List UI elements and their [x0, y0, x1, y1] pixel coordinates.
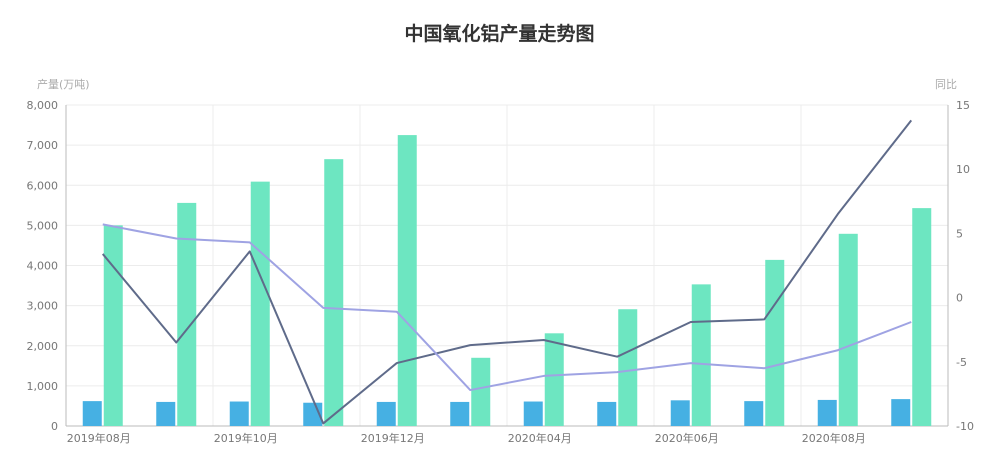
bar	[670, 400, 690, 426]
y-tick-label-left: 8,000	[27, 99, 59, 112]
y-tick-label-left: 7,000	[27, 139, 59, 152]
bar	[82, 401, 102, 426]
bar	[817, 399, 837, 426]
bar	[324, 159, 344, 426]
bar	[618, 309, 638, 426]
bar	[177, 202, 197, 426]
y-axis-left-name: 产量(万吨)	[37, 77, 90, 91]
y-tick-label-left: 2,000	[27, 340, 59, 353]
y-axis-right-name: 同比	[935, 78, 957, 91]
bar	[891, 399, 911, 426]
x-tick-label: 2019年10月	[214, 431, 278, 445]
bar	[450, 401, 470, 426]
bar	[691, 284, 711, 426]
bar	[744, 401, 764, 426]
y-tick-label-right: 10	[956, 163, 970, 176]
series-line	[101, 119, 913, 425]
series-line	[102, 223, 912, 392]
y-tick-label-right: 5	[956, 227, 963, 240]
bar	[103, 225, 123, 426]
y-tick-label-left: 5,000	[27, 219, 59, 232]
bar	[765, 259, 785, 426]
x-tick-label: 2020年06月	[655, 431, 719, 445]
x-tick-label: 2019年08月	[67, 431, 131, 445]
y-tick-label-right: -10	[956, 420, 974, 433]
bar	[229, 401, 249, 426]
bar	[597, 401, 617, 426]
y-tick-label-right: 15	[956, 99, 970, 112]
y-tick-label-left: 3,000	[27, 300, 59, 313]
y-tick-label-left: 4,000	[27, 260, 59, 273]
y-tick-label-left: 6,000	[27, 179, 59, 192]
chart-title: 中国氧化铝产量走势图	[404, 23, 595, 45]
bar	[397, 135, 417, 426]
bar	[544, 333, 564, 426]
y-tick-label-left: 1,000	[27, 380, 59, 393]
x-tick-label: 2020年08月	[802, 431, 866, 445]
bar	[471, 357, 491, 426]
bar	[912, 208, 932, 426]
y-tick-label-right: -5	[956, 356, 967, 369]
bar	[838, 233, 858, 426]
x-tick-label: 2019年12月	[361, 431, 425, 445]
y-tick-label-left: 0	[51, 420, 58, 433]
bar	[523, 401, 543, 426]
bar	[250, 181, 270, 426]
x-tick-label: 2020年04月	[508, 431, 572, 445]
y-tick-label-right: 0	[956, 292, 963, 305]
bar	[156, 401, 176, 426]
bar	[376, 401, 396, 426]
